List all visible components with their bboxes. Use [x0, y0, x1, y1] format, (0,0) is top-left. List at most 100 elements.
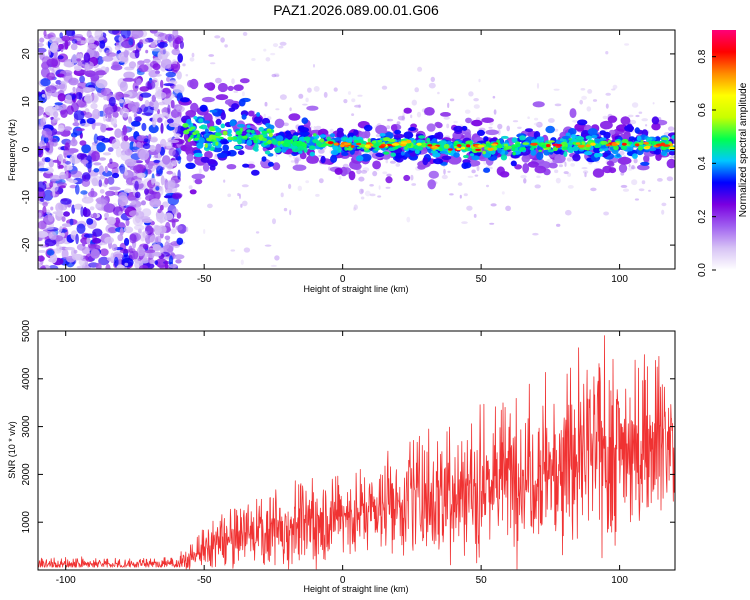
spectrogram-peak-blob [391, 143, 400, 146]
spectrogram-signal-blob [530, 149, 537, 156]
spectrogram-signal-blob [548, 162, 558, 169]
spectrogram-peak-blob [635, 143, 640, 147]
spectrogram-speckle [364, 190, 371, 197]
spectrogram-noise-blob [114, 128, 122, 138]
spectrogram-signal-blob [377, 140, 383, 143]
snr-frame [37, 330, 676, 571]
spectrogram-noise-blob [92, 228, 103, 237]
spectrogram-noise-blob [38, 105, 44, 116]
spectrogram-noise-blob [152, 63, 161, 71]
spectrogram-noise-blob [124, 237, 130, 246]
spectrogram-speckle [289, 107, 292, 112]
spectrogram-peak-blob [668, 146, 675, 150]
spectrogram-noise-blob [38, 190, 46, 198]
spectrogram-signal-blob [353, 129, 359, 136]
spectrogram-speckle [210, 62, 216, 65]
spectrogram-signal-blob [267, 124, 275, 130]
spectrogram-signal-blob [414, 149, 420, 154]
spectrogram-noise-blob [156, 235, 162, 246]
colorbar-tick-label: 0.0 [697, 263, 708, 277]
spectrogram-noise-blob [110, 116, 118, 126]
spectrogram-speckle [628, 114, 634, 118]
spectrogram-noise-blob [134, 180, 139, 191]
spectrogram-noise-blob [141, 218, 153, 224]
spectrogram-speckle [553, 88, 560, 91]
spectrogram-noise-blob [49, 174, 62, 182]
spectrogram-signal-blob [403, 131, 414, 139]
spectrogram-noise-blob [143, 138, 149, 143]
spectrogram-noise-blob [133, 224, 145, 231]
spectrogram-speckle [443, 168, 446, 175]
spectrogram-x-label: Height of straight line (km) [303, 284, 408, 294]
spectrogram-signal-blob [532, 101, 545, 108]
snr-y-tick-label: 4000 [21, 367, 32, 390]
spectrogram-signal-blob [336, 127, 344, 133]
spectrogram-noise-blob [170, 228, 177, 235]
spectrogram-speckle [534, 117, 539, 121]
spectrogram-speckle [536, 175, 541, 179]
spectrogram-signal-blob [617, 156, 632, 165]
spectrogram-signal-blob [292, 135, 299, 142]
spectrogram-speckle [338, 175, 342, 180]
spectrogram-signal-blob [499, 171, 510, 178]
spectrogram-signal-blob [228, 107, 236, 112]
spectrogram-noise-blob [73, 203, 83, 210]
spectrogram-signal-blob [215, 135, 221, 139]
spectrogram-noise-blob [61, 216, 66, 222]
spectrogram-signal-blob [441, 155, 452, 160]
spectrogram-signal-blob [274, 146, 282, 154]
spectrogram-signal-blob [567, 149, 574, 154]
spectrogram-y-label: Frequency (Hz) [7, 119, 17, 181]
spectrogram-speckle [631, 165, 635, 170]
spectrogram-y-tick-label: -20 [21, 237, 32, 252]
spectrogram-noise-blob [141, 200, 146, 206]
spectrogram-signal-blob [414, 145, 419, 149]
spectrogram-noise-blob [156, 212, 168, 223]
spectrogram-speckle [358, 176, 365, 182]
spectrogram-signal-blob [651, 116, 660, 125]
spectrogram-signal-blob [562, 135, 571, 140]
spectrogram-noise-blob [102, 111, 107, 122]
spectrogram-noise-blob [74, 34, 83, 39]
spectrogram-speckle [506, 125, 511, 132]
spectrogram-noise-blob [38, 220, 47, 230]
spectrogram-signal-blob [525, 128, 533, 133]
spectrogram-signal-blob [624, 125, 635, 132]
spectrogram-noise-blob [149, 30, 158, 34]
spectrogram-noise-blob [108, 30, 120, 35]
spectrogram-noise-blob [57, 124, 65, 132]
spectrogram-noise-blob [46, 209, 51, 215]
spectrogram-signal-blob [340, 166, 348, 177]
spectrogram-speckle [641, 118, 648, 122]
spectrogram-noise-blob [70, 138, 78, 147]
spectrogram-noise-blob [56, 182, 67, 188]
spectrogram-speckle [356, 168, 362, 175]
spectrogram-signal-blob [430, 150, 438, 154]
spectrogram-noise-blob [112, 111, 119, 118]
spectrogram-noise-blob [124, 158, 137, 167]
spectrogram-noise-blob [108, 186, 121, 191]
spectrogram-speckle [323, 91, 328, 98]
spectrogram-signal-blob [521, 147, 526, 151]
spectrogram-noise-blob [57, 55, 64, 60]
spectrogram-speckle [207, 203, 213, 209]
spectrogram-noise-blob [171, 48, 181, 56]
spectrogram-signal-blob [220, 123, 226, 129]
spectrogram-speckle [441, 174, 448, 180]
spectrogram-signal-blob [620, 145, 628, 151]
spectrogram-peak-blob [530, 142, 538, 146]
spectrogram-noise-blob [64, 165, 68, 172]
spectrogram-signal-blob [536, 136, 545, 141]
spectrogram-noise-blob [61, 223, 73, 228]
spectrogram-signal-blob [242, 163, 250, 168]
spectrogram-noise-blob [58, 43, 64, 50]
spectrogram-signal-blob [426, 123, 436, 132]
spectrogram-signal-blob [548, 140, 555, 143]
spectrogram-noise-blob [167, 118, 174, 124]
spectrogram-speckle [605, 92, 611, 96]
spectrogram-speckle [497, 129, 501, 136]
spectrogram-noise-blob [133, 164, 145, 174]
spectrogram-speckle [353, 204, 358, 210]
spectrogram-noise-blob [72, 122, 80, 127]
spectrogram-signal-blob [261, 137, 268, 142]
